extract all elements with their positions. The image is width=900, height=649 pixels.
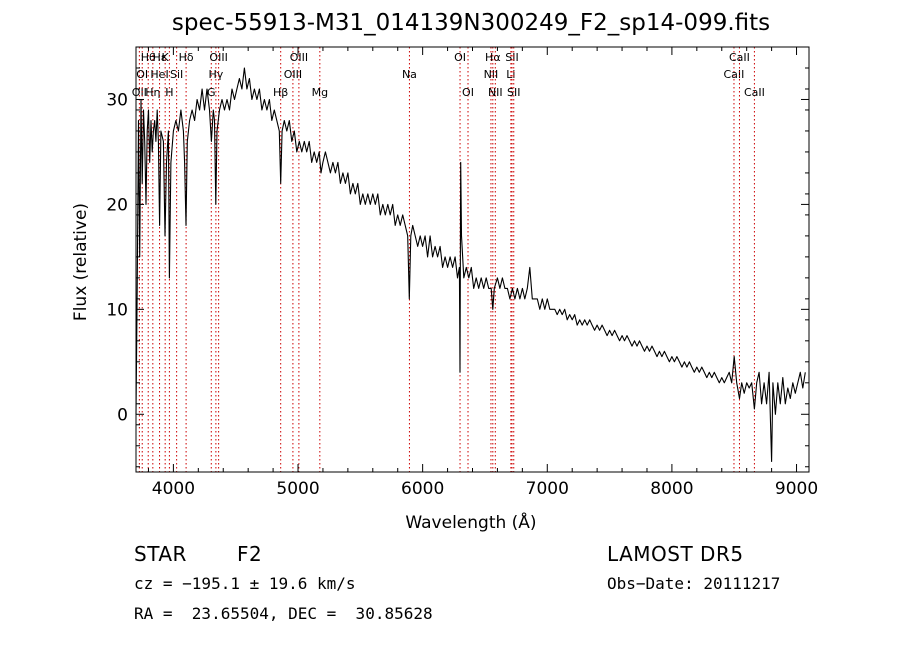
y-tick-label: 10 <box>106 300 128 320</box>
marker-label: Na <box>402 68 417 81</box>
marker-label: Hε <box>152 51 166 64</box>
marker-label: HeI <box>150 68 168 81</box>
spectrum-line <box>135 67 806 463</box>
marker-label: Hβ <box>273 86 288 99</box>
marker-label: Hη <box>145 86 160 99</box>
marker-label: Hα <box>485 51 501 64</box>
obs-date-readout: Obs−Date: 20111217 <box>607 574 781 593</box>
marker-label: OIII <box>209 51 227 64</box>
marker-label: NII <box>488 86 503 99</box>
x-tick-label: 7000 <box>526 479 569 499</box>
x-tick-label: 6000 <box>401 479 444 499</box>
marker-label: SiI <box>170 68 183 81</box>
marker-label: Mg <box>312 86 328 99</box>
y-axis-label: Flux (relative) <box>71 203 91 321</box>
marker-label: Hθ <box>141 51 156 64</box>
y-tick-label: 20 <box>106 195 128 215</box>
marker-label: OIII <box>284 68 302 81</box>
x-tick-label: 5000 <box>276 479 319 499</box>
chart-title: spec-55913-M31_014139N300249_F2_sp14-099… <box>172 10 770 36</box>
marker-label: H <box>165 86 173 99</box>
object-subclass: F2 <box>237 542 263 566</box>
x-tick-label: 9000 <box>775 479 818 499</box>
marker-label: G <box>207 86 216 99</box>
marker-label: OI <box>454 51 466 64</box>
marker-label: CaII <box>724 68 745 81</box>
redshift-readout: cz = −195.1 ± 19.6 km/s <box>134 574 356 593</box>
marker-label: SII <box>505 51 518 64</box>
y-tick-label: 30 <box>106 90 128 110</box>
x-tick-label: 8000 <box>650 479 693 499</box>
marker-label: CaII <box>729 51 750 64</box>
spectrum-series <box>135 67 806 463</box>
marker-label: CaII <box>744 86 765 99</box>
coordinates-readout: RA = 23.65504, DEC = 30.85628 <box>134 604 433 623</box>
marker-label: SII <box>507 86 520 99</box>
marker-label: OI <box>462 86 474 99</box>
x-tick-label: 4000 <box>152 479 195 499</box>
line-markers: OIIOIHθHηHεHeIKHSiIHδGHγOIIIHβOIIIOIIIMg… <box>132 47 765 472</box>
plot-frame <box>135 46 810 473</box>
marker-label: Hδ <box>179 51 194 64</box>
x-axis-label: Wavelength (Å) <box>405 511 536 533</box>
marker-label: Hγ <box>208 68 223 81</box>
marker-label: NII <box>484 68 499 81</box>
survey-label: LAMOST DR5 <box>607 542 744 566</box>
marker-label: Li <box>506 68 515 81</box>
axis-ticks: 4000 5000 6000 7000 8000 9000 0 10 20 30 <box>106 46 818 499</box>
y-tick-label: 0 <box>117 405 128 425</box>
marker-label: K <box>162 51 170 64</box>
marker-label: OIII <box>290 51 308 64</box>
marker-label: OI <box>136 68 148 81</box>
object-class: STAR <box>134 542 187 566</box>
